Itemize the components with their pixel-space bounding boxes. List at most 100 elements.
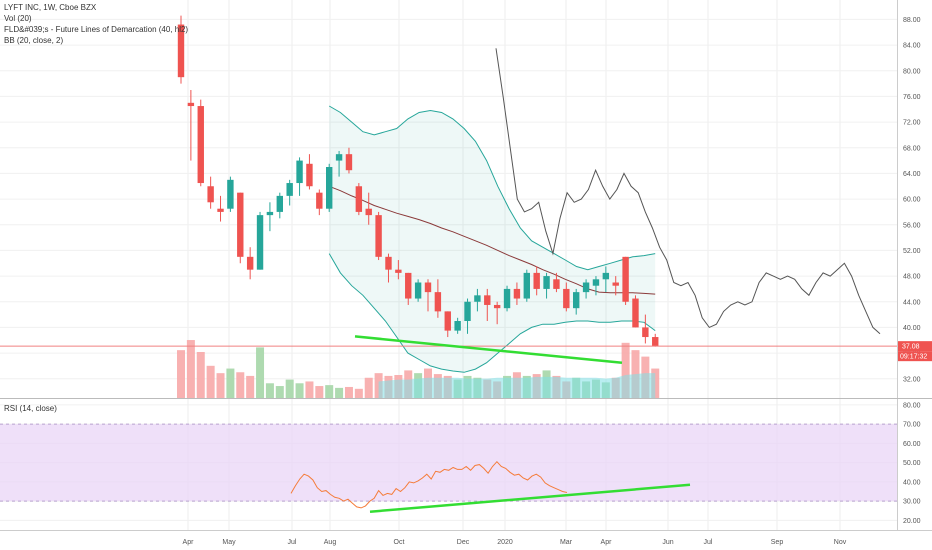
candle: [335, 150, 343, 177]
candles: [177, 15, 659, 347]
price-tick-label: 88.00: [903, 17, 921, 24]
volume-bar: [335, 387, 344, 398]
candle: [217, 195, 224, 222]
candle: [602, 266, 610, 293]
candle: [177, 15, 185, 84]
candle: [513, 282, 521, 305]
rsi-tick-label: 70.00: [903, 422, 921, 429]
candle: [493, 301, 501, 325]
legend-bb[interactable]: BB (20, close, 2): [4, 36, 64, 45]
date-tick-label: Sep: [771, 539, 784, 546]
countdown-badge: 09:17:32: [898, 351, 932, 362]
date-tick-label: Apr: [183, 539, 195, 546]
volume-ma-area: [378, 373, 656, 398]
price-tick-label: 32.00: [903, 376, 921, 383]
price-tick-label: 80.00: [903, 68, 921, 75]
volume-bar: [265, 383, 274, 398]
candle: [355, 183, 363, 216]
volume-bar: [256, 347, 265, 398]
candle: [543, 272, 550, 299]
rsi-tick-label: 50.00: [903, 460, 921, 467]
candle: [227, 176, 234, 212]
candle: [474, 288, 481, 312]
volume-bar: [344, 386, 353, 398]
date-tick-label: Mar: [560, 539, 573, 546]
legend-fld[interactable]: FLD&#039;s - Future Lines of Demarcation…: [4, 25, 189, 34]
price-tick-label: 56.00: [903, 222, 921, 229]
rsi-axis[interactable]: 80.00 70.00 60.00 50.00 40.00 30.00 20.00: [903, 402, 921, 524]
candle: [414, 279, 422, 302]
date-tick-label: Nov: [834, 539, 847, 546]
volume-bar: [196, 352, 205, 398]
candle: [256, 211, 264, 270]
candle: [207, 176, 214, 209]
rsi-tick-label: 30.00: [903, 499, 921, 506]
bollinger-middle-line: [329, 185, 656, 295]
date-tick-label: Jul: [704, 539, 713, 546]
candle: [375, 211, 382, 261]
candle: [306, 154, 313, 190]
candle: [237, 192, 244, 264]
bollinger-upper-line: [328, 105, 656, 271]
price-tick-label: 72.00: [903, 120, 921, 127]
candle: [622, 256, 629, 305]
candle: [246, 247, 254, 280]
candle: [523, 269, 530, 302]
candle: [187, 90, 195, 161]
candle: [296, 157, 303, 196]
price-tick-label: 40.00: [903, 325, 921, 332]
candle: [276, 192, 283, 219]
legend-rsi[interactable]: RSI (14, close): [4, 404, 57, 413]
candle: [197, 99, 204, 187]
volume-bar: [364, 377, 373, 398]
date-tick-label: May: [222, 539, 236, 546]
time-axis[interactable]: Apr May Jul Aug Oct Dec 2020 Mar Apr Jun Jul Sep Nov: [183, 539, 847, 546]
candle: [385, 253, 392, 283]
symbol-title[interactable]: LYFT INC, 1W, Cboe BZX: [4, 3, 97, 12]
rsi-overbought-oversold-band: [0, 424, 897, 502]
candle: [395, 260, 402, 280]
candle: [405, 272, 412, 305]
price-tick-label: 64.00: [903, 171, 921, 178]
volume-bar: [325, 385, 334, 398]
candle: [454, 317, 461, 334]
price-tick-label: 44.00: [903, 299, 921, 306]
price-tick-label: 52.00: [903, 248, 921, 255]
volume-bar: [295, 383, 304, 398]
date-tick-label: Aug: [324, 539, 337, 546]
date-tick-label: Jun: [662, 539, 673, 546]
candle: [573, 288, 580, 315]
price-tick-label: 84.00: [903, 43, 921, 50]
candle: [612, 276, 619, 296]
candle: [286, 179, 293, 206]
candle: [563, 282, 570, 312]
price-tick-label: 60.00: [903, 197, 921, 204]
date-tick-label: Apr: [601, 539, 613, 546]
volume-bar: [186, 340, 195, 398]
volume-bar: [354, 388, 363, 398]
candle: [632, 295, 639, 328]
price-badges: 37.08 09:17:32: [898, 341, 932, 362]
candle: [652, 333, 659, 347]
candle: [533, 266, 540, 296]
volume-bar: [177, 350, 185, 398]
volume-bar: [216, 373, 225, 398]
candle: [326, 163, 333, 212]
candle: [592, 276, 600, 296]
legend-volume[interactable]: Vol (20): [4, 14, 32, 23]
candle: [484, 288, 491, 321]
volume-bar: [285, 379, 294, 398]
volume-bar: [275, 386, 284, 398]
date-tick-label: Jul: [288, 539, 297, 546]
rsi-tick-label: 40.00: [903, 479, 921, 486]
bollinger-lower-line: [328, 253, 656, 373]
volume-bar: [621, 342, 630, 398]
date-tick-label: Oct: [394, 539, 405, 546]
candle: [582, 279, 590, 299]
last-price-badge: 37.08: [898, 341, 932, 352]
date-tick-label: 2020: [497, 539, 513, 546]
price-axis[interactable]: 88.00 84.00 80.00 76.00 72.00 68.00 64.00 60.00…: [903, 17, 921, 383]
candle: [316, 189, 323, 216]
candle: [553, 272, 560, 293]
rsi-tick-label: 80.00: [903, 402, 921, 409]
